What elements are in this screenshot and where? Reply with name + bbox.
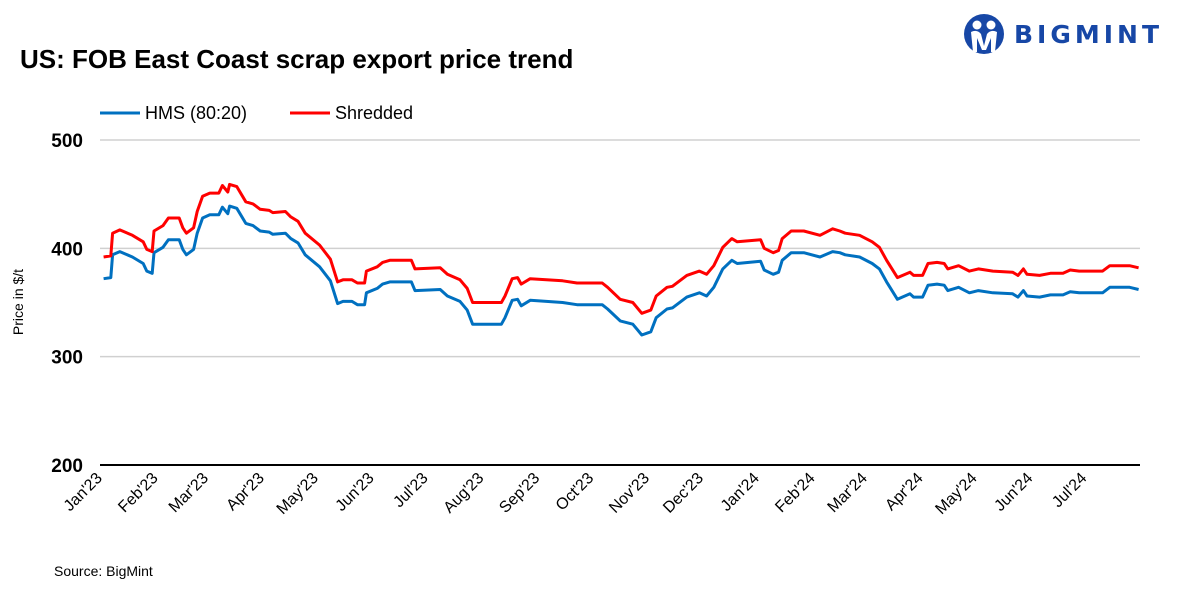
y-tick-label: 300 [51,348,83,369]
x-tick-label: May'23 [274,470,322,518]
x-tick-label: Jul'24 [1049,470,1090,511]
x-tick-label: Apr'24 [882,470,926,514]
x-tick-label: Mar'23 [166,470,212,516]
x-tick-label: Jun'24 [991,470,1036,515]
legend-label-hms: HMS (80:20) [145,103,247,123]
x-tick-label: Sep'23 [496,470,543,517]
x-tick-label: Nov'23 [606,470,653,517]
series-line-hms [103,204,1139,337]
x-tick-label: May'24 [932,470,980,518]
x-tick-label: Mar'24 [825,470,871,516]
x-tick-label: Dec'23 [660,470,707,517]
y-axis-label: Price in $/t [10,269,26,335]
legend: HMS (80:20) Shredded [100,103,413,123]
series-line-shredded [103,182,1139,315]
series [103,182,1139,337]
x-tick-label: Apr'23 [223,470,267,514]
bigmint-logo-icon [964,14,1004,54]
x-tick-label: Feb'23 [115,470,161,516]
chart-title: US: FOB East Coast scrap export price tr… [20,44,574,74]
source-note: Source: BigMint [54,563,153,579]
x-tick-label: Oct'23 [553,470,597,514]
x-tick-label: Jul'23 [390,470,431,511]
x-tick-label: Jun'23 [333,470,378,515]
y-tick-label: 500 [51,131,83,152]
x-tick-label: Jan'24 [718,470,763,515]
bigmint-logo: BIGMINT [962,12,1163,56]
legend-label-shredded: Shredded [335,103,413,123]
gridlines [100,139,1140,466]
x-axis-ticks: Jan'23 Feb'23 Mar'23 Apr'23 May'23 Jun'23 Jul'… [61,470,1091,518]
x-tick-label: Feb'24 [772,470,818,516]
x-tick-label: Aug'23 [441,470,488,517]
y-tick-label: 200 [51,456,83,477]
y-axis-ticks: 200 300 400 500 [51,131,83,477]
y-tick-label: 400 [51,239,83,260]
brand-name: BIGMINT [1014,19,1164,49]
